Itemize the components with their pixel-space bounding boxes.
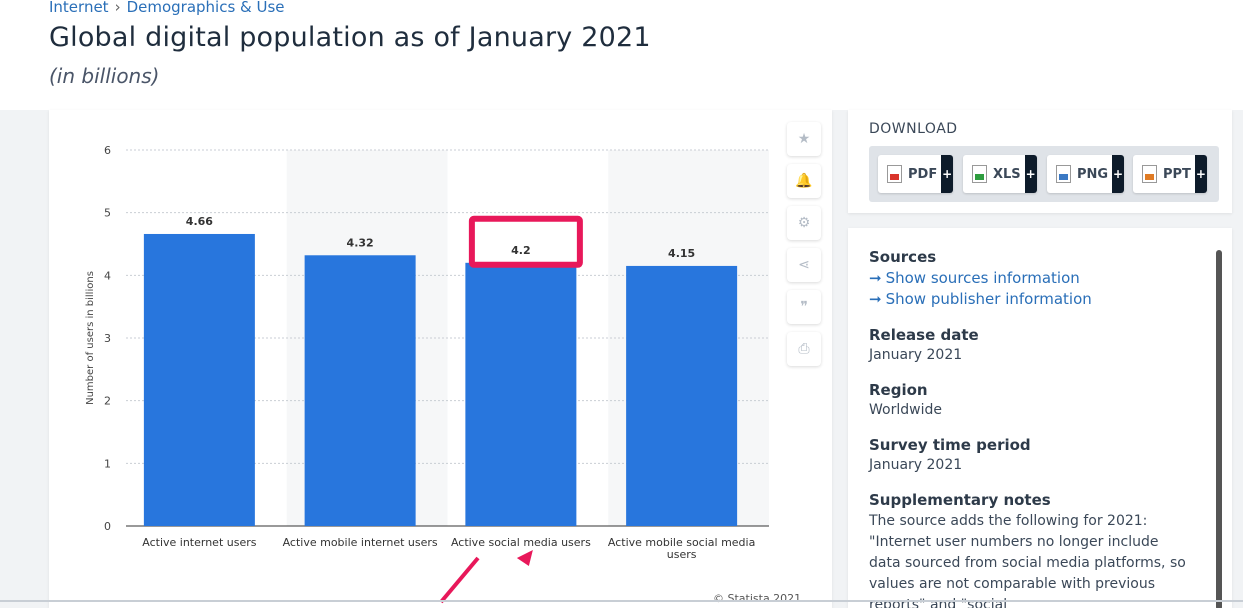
data-label: 4.32: [347, 236, 374, 249]
star-icon[interactable]: ★: [787, 122, 821, 156]
page-title: Global digital population as of January …: [49, 22, 651, 53]
x-tick-label: users: [667, 548, 697, 561]
bell-icon[interactable]: 🔔: [787, 164, 821, 198]
breadcrumb: Internet › Demographics & Use: [49, 0, 285, 16]
bar[interactable]: [465, 262, 577, 526]
breadcrumb-internet[interactable]: Internet: [49, 0, 109, 16]
sources-heading: Sources: [869, 248, 937, 266]
highlight-box: [468, 215, 583, 268]
breadcrumb-separator: ›: [114, 0, 121, 16]
annotation-arrow-icon: [439, 556, 480, 604]
x-tick-label: Active internet users: [142, 536, 257, 549]
pdf-file-icon: [887, 165, 902, 183]
survey-period-value: January 2021: [869, 457, 963, 473]
download-xls-button[interactable]: XLS +: [963, 155, 1037, 193]
show-sources-link[interactable]: ➞ Show sources information: [869, 269, 1189, 287]
x-tick-label: Active social media users: [451, 536, 591, 549]
show-sources-label: Show sources information: [885, 269, 1080, 287]
region-value: Worldwide: [869, 402, 942, 418]
plus-icon[interactable]: +: [1194, 155, 1207, 193]
y-tick-label: 3: [104, 332, 111, 345]
y-tick-label: 0: [104, 520, 111, 533]
download-ppt-label: PPT: [1163, 166, 1191, 182]
arrow-right-icon: ➞: [869, 269, 882, 287]
download-pdf-button[interactable]: PDF +: [878, 155, 954, 193]
y-tick-label: 6: [104, 144, 111, 157]
download-png-label: PNG: [1077, 166, 1109, 182]
plus-icon[interactable]: +: [1112, 155, 1125, 193]
y-tick-label: 1: [104, 457, 111, 470]
download-pdf-label: PDF: [908, 166, 938, 182]
chart-toolbar: ★ 🔔 ⚙ ⋖ ❞ ⎙: [787, 122, 821, 366]
details-scrollbar[interactable]: [1216, 250, 1222, 608]
y-tick-label: 4: [104, 269, 111, 282]
plus-icon[interactable]: +: [941, 155, 954, 193]
y-tick-label: 2: [104, 395, 111, 408]
page-subtitle: (in billions): [49, 64, 160, 88]
region-heading: Region: [869, 381, 928, 399]
quote-icon[interactable]: ❞: [787, 290, 821, 324]
chart-card: 0 1 2 3 4 5 6 Number of users in billions 4.66 Ac…: [49, 110, 832, 608]
xls-file-icon: [972, 165, 987, 183]
annotation-arrowhead-icon: [516, 550, 533, 566]
download-ppt-button[interactable]: PPT +: [1133, 155, 1207, 193]
y-axis-label: Number of users in billions: [85, 271, 96, 405]
download-title: DOWNLOAD: [869, 121, 958, 137]
data-label: 4.66: [186, 215, 213, 228]
download-xls-label: XLS: [993, 166, 1021, 182]
share-icon[interactable]: ⋖: [787, 248, 821, 282]
divider: [0, 600, 1243, 602]
page-header: Internet › Demographics & Use Global digit…: [0, 0, 1243, 110]
arrow-right-icon: ➞: [869, 290, 882, 308]
release-date-value: January 2021: [869, 347, 963, 363]
details-panel: Sources ➞ Show sources information ➞ Show …: [848, 228, 1232, 608]
data-label: 4.2: [511, 244, 531, 257]
supplementary-notes-text: The source adds the following for 2021: …: [869, 513, 1186, 608]
download-button-bar: PDF + XLS + PNG + PPT +: [869, 146, 1219, 202]
download-panel: DOWNLOAD PDF + XLS + PNG + PPT +: [848, 110, 1232, 213]
print-icon[interactable]: ⎙: [787, 332, 821, 366]
survey-period-heading: Survey time period: [869, 436, 1031, 454]
download-png-button[interactable]: PNG +: [1047, 155, 1125, 193]
ppt-file-icon: [1142, 165, 1157, 183]
breadcrumb-demographics[interactable]: Demographics & Use: [126, 0, 285, 16]
copyright-text: © Statista 2021: [713, 592, 802, 605]
png-file-icon: [1056, 165, 1071, 183]
release-date-heading: Release date: [869, 326, 979, 344]
x-tick-label: Active mobile internet users: [283, 536, 438, 549]
bar-chart: 0 1 2 3 4 5 6 Number of users in billions 4.66 Ac…: [85, 144, 769, 604]
supplementary-notes-heading: Supplementary notes: [869, 491, 1051, 509]
y-tick-label: 5: [104, 207, 111, 220]
data-label: 4.15: [668, 247, 695, 260]
plus-icon[interactable]: +: [1024, 155, 1037, 193]
bar[interactable]: [143, 233, 255, 526]
bar[interactable]: [304, 255, 416, 526]
show-publisher-label: Show publisher information: [885, 290, 1092, 308]
bar[interactable]: [626, 265, 738, 526]
show-publisher-link[interactable]: ➞ Show publisher information: [869, 290, 1189, 308]
x-tick-label: Active mobile social media: [608, 536, 755, 549]
gear-icon[interactable]: ⚙: [787, 206, 821, 240]
